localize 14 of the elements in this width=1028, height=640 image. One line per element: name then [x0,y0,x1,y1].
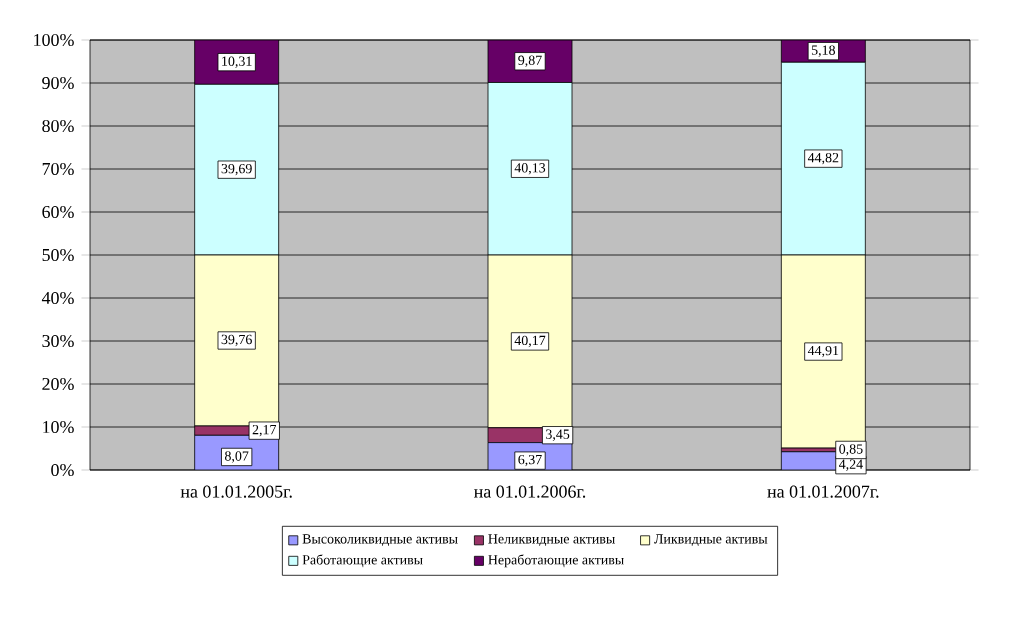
y-tick-label: 50% [42,248,74,262]
y-tick-label: 30% [42,334,74,348]
y-tick-label: 60% [42,205,74,219]
y-tick-label: 0% [51,463,74,477]
y-tick-label: 20% [42,377,74,391]
x-tick-label: на 01.01.2007г. [767,485,879,498]
y-tick-label: 100% [34,33,74,47]
y-tick-label: 70% [42,162,74,176]
y-tick-label: 80% [42,119,74,133]
x-tick-label: на 01.01.2005г. [180,485,292,498]
x-tick-label: на 01.01.2006г. [474,485,586,498]
y-tick-label: 10% [43,420,74,434]
y-tick-label: 90% [42,76,74,90]
y-tick-label: 40% [41,291,74,305]
